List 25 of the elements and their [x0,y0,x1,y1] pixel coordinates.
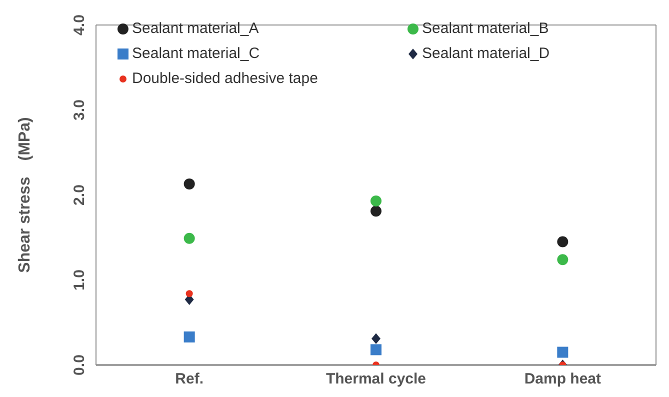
point [370,195,382,206]
point [184,178,195,190]
y-tick-label: 0.0 [71,354,88,376]
y-tick-label: 4.0 [71,14,88,36]
point [184,331,195,342]
y-axis-title: Shear stress (MPa) [16,117,34,273]
point [372,333,380,344]
point [557,254,568,266]
legend-label: Sealant material_D [422,45,550,62]
point [184,232,195,244]
y-tick-label: 2.0 [71,184,88,206]
point [370,344,382,356]
y-tick-label: 3.0 [71,100,88,120]
legend-label: Sealant material_C [132,45,260,62]
point [370,206,382,217]
point [186,290,193,298]
x-tick-label: Ref. [175,370,204,388]
x-tick-label: Thermal cycle [326,370,426,388]
legend-label: Sealant material_B [422,20,549,37]
y-tick-label: 1.0 [71,270,88,290]
point [557,346,568,358]
legend-label: Double-sided adhesive tape [132,70,318,87]
point [557,236,568,248]
x-tick-label: Damp heat [524,370,602,388]
legend-label: Sealant material_A [132,20,259,37]
